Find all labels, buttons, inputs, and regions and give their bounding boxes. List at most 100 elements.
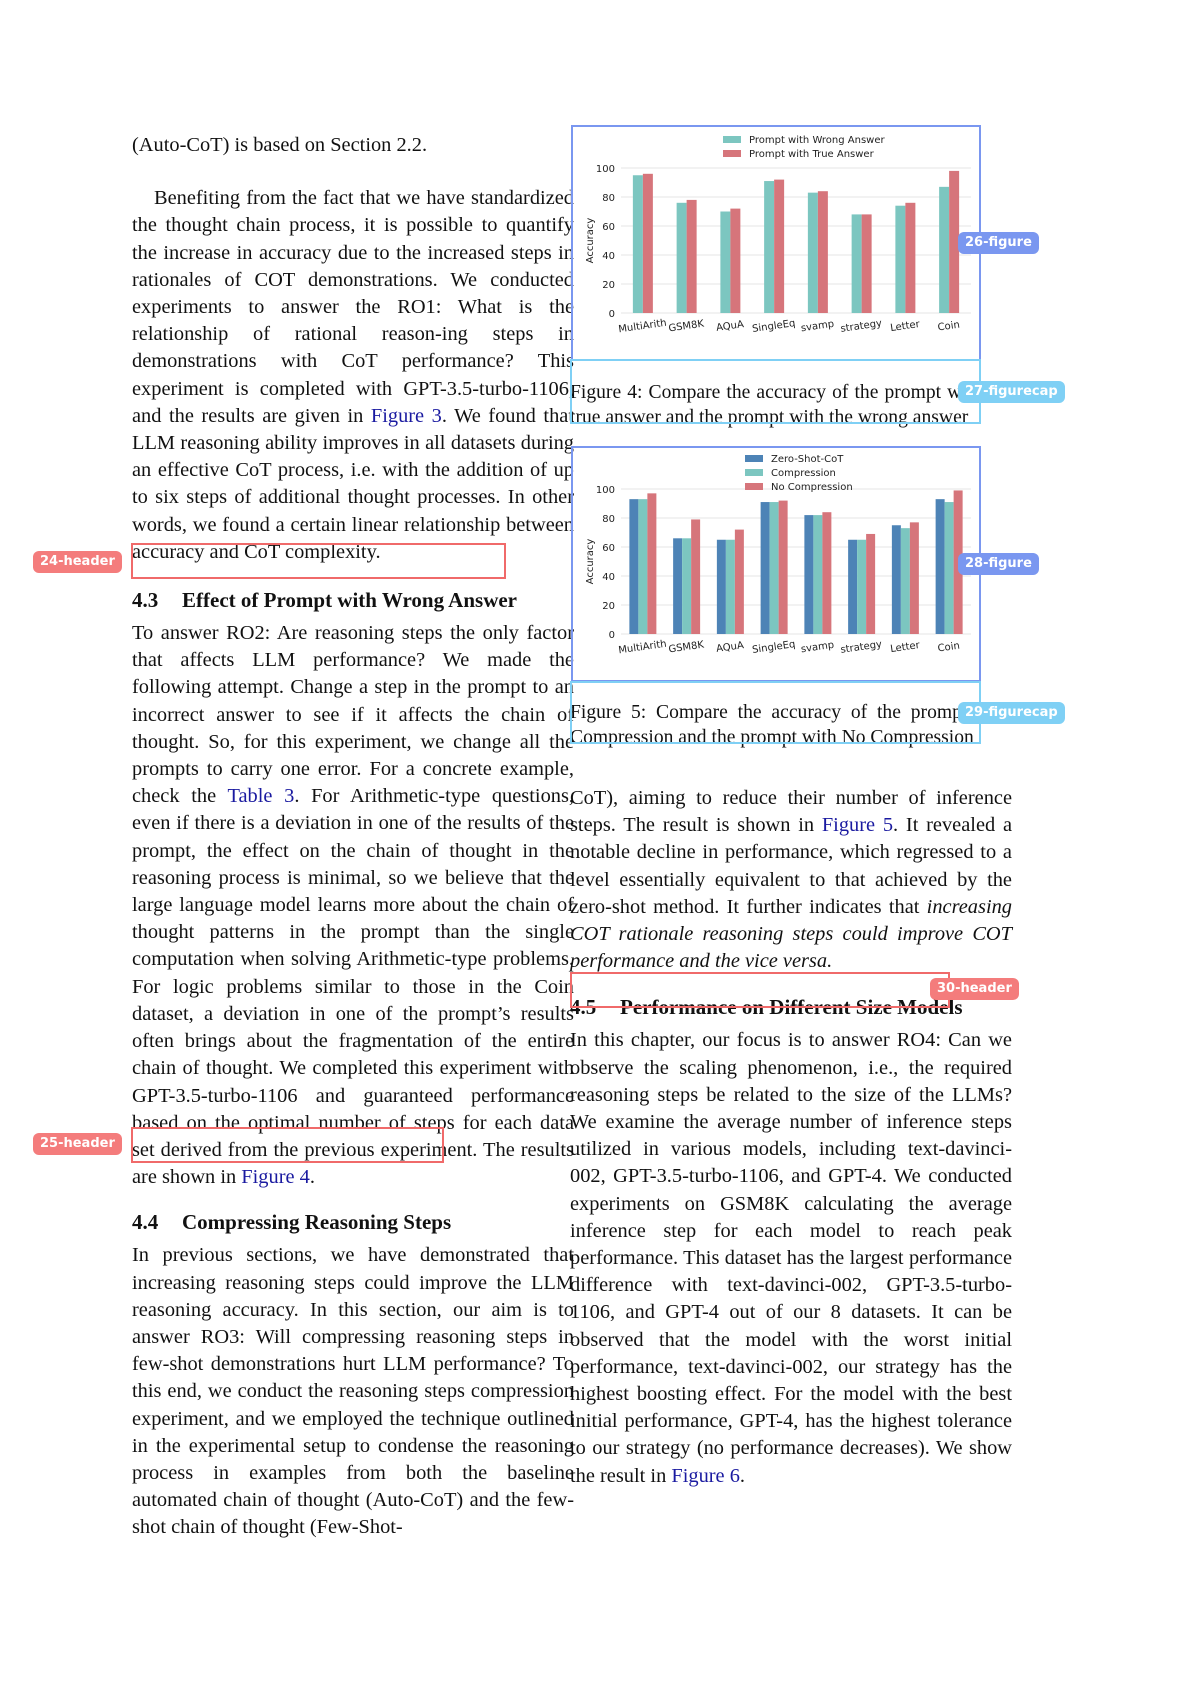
legend-label: Prompt with True Answer xyxy=(749,149,875,160)
legend-swatch xyxy=(745,483,763,490)
bar xyxy=(905,202,916,313)
annotation-box-24 xyxy=(131,543,506,579)
bar xyxy=(817,191,828,313)
bar xyxy=(691,519,701,634)
bar xyxy=(730,208,741,313)
bar xyxy=(647,493,657,634)
y-tick-label: 60 xyxy=(602,222,615,233)
paragraph-ro2-end: . xyxy=(309,1166,315,1189)
annotation-box-25 xyxy=(131,1127,444,1163)
y-tick-label: 100 xyxy=(596,164,615,175)
legend-swatch xyxy=(723,150,741,157)
y-tick-label: 40 xyxy=(602,572,615,583)
section-heading-4-3: 4.3 Effect of Prompt with Wrong Answer xyxy=(132,586,574,614)
table-3-link[interactable]: Table 3 xyxy=(227,785,295,808)
y-axis-label: Accuracy xyxy=(585,218,596,264)
bar xyxy=(848,539,858,634)
paragraph-ro4-end: . xyxy=(739,1464,746,1487)
paragraph-compression-result: CoT), aiming to reduce their number of i… xyxy=(570,785,1012,975)
bar xyxy=(813,515,823,634)
y-tick-label: 60 xyxy=(602,543,615,554)
bar xyxy=(720,211,731,313)
left-column: (Auto-CoT) is based on Section 2.2. Bene… xyxy=(132,132,574,1542)
bar xyxy=(673,538,683,634)
y-tick-label: 80 xyxy=(602,514,615,525)
bar xyxy=(944,502,954,634)
section-heading-4-4: 4.4 Compressing Reasoning Steps xyxy=(132,1208,574,1236)
y-tick-label: 20 xyxy=(602,601,615,612)
bar xyxy=(861,214,872,313)
paragraph-ro1-text-end: . We found that LLM reasoning ability im… xyxy=(132,404,574,563)
bar xyxy=(909,522,919,634)
emphasis-conclusion: increasing COT rationale reasoning steps… xyxy=(570,895,1012,973)
x-tick-label: svamp xyxy=(800,319,835,335)
legend-label: No Compression xyxy=(771,482,853,493)
paragraph-ro3: In previous sections, we have demonstrat… xyxy=(132,1244,574,1539)
annotation-tag-27: 27-figurecap xyxy=(958,381,1065,403)
annotation-tag-25: 25-header xyxy=(33,1133,122,1155)
figure-4-link[interactable]: Figure 4 xyxy=(241,1166,310,1189)
x-tick-label: svamp xyxy=(800,640,835,656)
bar xyxy=(866,533,876,634)
section-number: 4.3 xyxy=(132,588,159,613)
paragraph-ro2-text: To answer RO2: Are reasoning steps the o… xyxy=(132,622,574,808)
annotation-box-29 xyxy=(570,681,981,744)
legend-swatch xyxy=(745,469,763,476)
legend-label: Prompt with Wrong Answer xyxy=(749,135,885,146)
x-tick-label: AQuA xyxy=(716,640,745,655)
paragraph-ro1: Benefiting from the fact that we have st… xyxy=(132,185,574,566)
y-tick-label: 0 xyxy=(609,309,615,320)
bar xyxy=(686,199,697,313)
bar xyxy=(851,214,862,313)
bar xyxy=(895,205,906,313)
y-tick-label: 80 xyxy=(602,193,615,204)
annotation-tag-29: 29-figurecap xyxy=(958,702,1065,724)
figure-4: 0 20 40 60 80 100 Accuracy MultiArith GSM8K AQuA S… xyxy=(573,128,979,358)
y-tick-label: 0 xyxy=(609,630,615,641)
bar xyxy=(676,202,687,313)
bar xyxy=(939,186,950,313)
right-column: CoT), aiming to reduce their number of i… xyxy=(570,785,1012,1490)
figure-5-link[interactable]: Figure 5 xyxy=(821,814,894,837)
bar xyxy=(822,512,832,634)
bar xyxy=(804,515,814,634)
bar xyxy=(807,192,818,313)
y-tick-label: 100 xyxy=(596,485,615,496)
x-tick-label: AQuA xyxy=(716,319,745,334)
x-tick-label: Letter xyxy=(890,319,922,334)
figure-5: 0 20 40 60 80 100 Accuracy MultiArith GSM8K AQuA S… xyxy=(573,449,979,679)
bar xyxy=(935,499,945,634)
annotation-tag-26: 26-figure xyxy=(958,232,1039,254)
paragraph-ro1-text: Benefiting from the fact that we have st… xyxy=(132,187,574,427)
paragraph-ro4: In this chapter, our focus is to answer … xyxy=(570,1027,1012,1489)
bar xyxy=(764,181,775,313)
bar xyxy=(725,539,735,634)
paragraph-compression-text-mid: . It revealed a notable decline in perfo… xyxy=(570,814,1013,918)
bar xyxy=(734,529,744,634)
y-tick-label: 40 xyxy=(602,251,615,262)
figure-3-link[interactable]: Figure 3 xyxy=(370,404,442,427)
annotation-tag-24: 24-header xyxy=(33,551,122,573)
legend-swatch xyxy=(745,455,763,462)
bar xyxy=(769,502,779,634)
section-title: Effect of Prompt with Wrong Answer xyxy=(182,588,518,613)
x-tick-label: Letter xyxy=(890,640,922,655)
legend-swatch xyxy=(723,136,741,143)
x-tick-label: Coin xyxy=(937,320,961,334)
x-tick-label: GSM8K xyxy=(668,319,705,335)
bar xyxy=(900,528,910,634)
y-tick-label: 20 xyxy=(602,280,615,291)
section-title: Compressing Reasoning Steps xyxy=(182,1210,452,1235)
bar xyxy=(638,499,648,634)
section-number: 4.4 xyxy=(132,1210,159,1235)
annotation-box-28 xyxy=(571,446,981,682)
bar xyxy=(760,502,770,634)
annotation-tag-30: 30-header xyxy=(930,978,1019,1000)
bar xyxy=(857,539,867,634)
paragraph-ro4-text: In this chapter, our focus is to answer … xyxy=(570,1029,1012,1487)
x-tick-label: Coin xyxy=(937,641,961,655)
figure-6-link[interactable]: Figure 6 xyxy=(671,1464,740,1487)
annotation-box-26 xyxy=(571,125,981,361)
